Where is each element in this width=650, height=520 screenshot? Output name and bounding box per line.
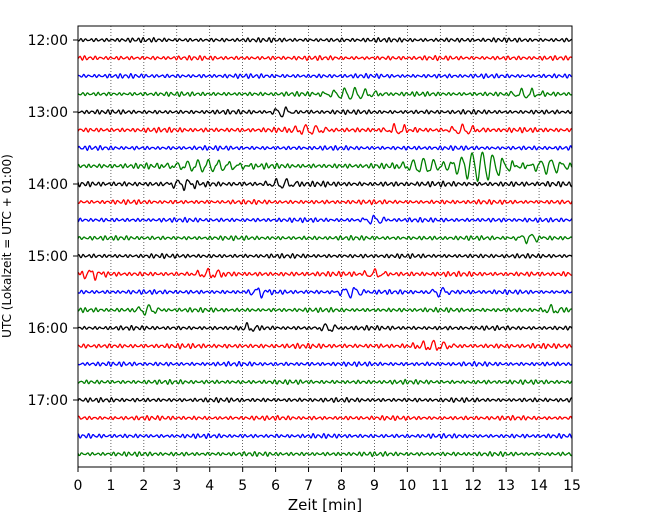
seismic-trace: [77, 286, 573, 299]
seismic-trace: [77, 267, 573, 281]
y-tick-label: 13:00: [28, 105, 68, 121]
x-tick-label: 11: [431, 478, 449, 494]
seismic-trace: [77, 321, 573, 332]
seismic-trace: [77, 54, 573, 62]
seismic-trace: [77, 145, 573, 152]
seismic-trace: [77, 303, 573, 316]
seismic-trace: [77, 339, 573, 351]
y-tick-label: 12:00: [28, 33, 68, 49]
seismic-trace: [77, 451, 573, 458]
seismic-trace: [77, 378, 573, 386]
y-tick-label: 15:00: [28, 249, 68, 265]
x-tick-label: 5: [238, 478, 247, 494]
x-tick-label: 14: [530, 478, 548, 494]
x-axis-ticks: 0 1 2 3 4 5 6 7 8 9 10 11 12 13 14 15: [74, 467, 581, 494]
seismic-trace: [77, 72, 573, 80]
x-tick-label: 2: [139, 478, 148, 494]
seismic-trace: [77, 252, 573, 260]
x-tick-label: 8: [337, 478, 346, 494]
y-tick-label: 16:00: [28, 321, 68, 337]
x-tick-label: 7: [304, 478, 313, 494]
seismic-trace: [77, 86, 573, 100]
x-tick-label: 12: [464, 478, 482, 494]
seismic-trace: [77, 36, 573, 43]
plot-frame: [77, 25, 573, 468]
seismic-trace: [77, 233, 573, 245]
x-tick-label: 3: [172, 478, 181, 494]
y-tick-label: 14:00: [28, 177, 68, 193]
x-tick-label: 4: [205, 478, 214, 494]
trace-group: [77, 36, 573, 458]
seismic-trace: [77, 214, 573, 225]
x-tick-label: 15: [563, 478, 581, 494]
y-axis-label: UTC (Lokalzeit = UTC + 01:00): [0, 154, 14, 338]
x-tick-label: 13: [497, 478, 515, 494]
y-axis-ticks: 12:00 13:00 14:00 15:00 16:00 17:00: [28, 33, 78, 409]
x-tick-label: 6: [271, 478, 280, 494]
seismic-trace: [77, 122, 573, 135]
seismic-trace: [77, 360, 573, 368]
seismic-trace: [77, 151, 573, 182]
x-tick-label: 10: [398, 478, 416, 494]
seismic-trace: [77, 397, 573, 404]
seismic-trace: [77, 106, 573, 118]
seismic-trace: [77, 177, 573, 192]
seismic-trace: [77, 414, 573, 421]
seismic-trace: [77, 432, 573, 440]
y-tick-label: 17:00: [28, 393, 68, 409]
seismic-trace: [77, 199, 573, 206]
x-axis-label: Zeit [min]: [288, 496, 362, 514]
x-tick-label: 9: [370, 478, 379, 494]
x-tick-label: 1: [106, 478, 115, 494]
x-tick-label: 0: [74, 478, 83, 494]
